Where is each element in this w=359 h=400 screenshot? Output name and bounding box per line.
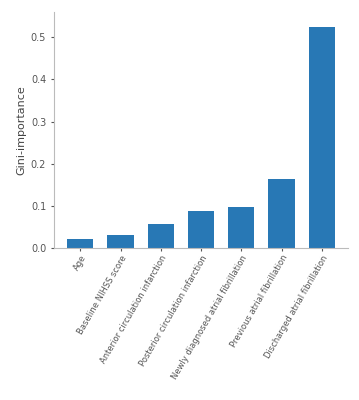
Bar (188, 211, 214, 248)
Bar (309, 27, 335, 248)
Y-axis label: Gini-importance: Gini-importance (17, 85, 27, 175)
Bar (107, 234, 134, 248)
Bar (67, 239, 93, 248)
Bar (148, 224, 174, 248)
Bar (269, 179, 295, 248)
Bar (228, 207, 255, 248)
